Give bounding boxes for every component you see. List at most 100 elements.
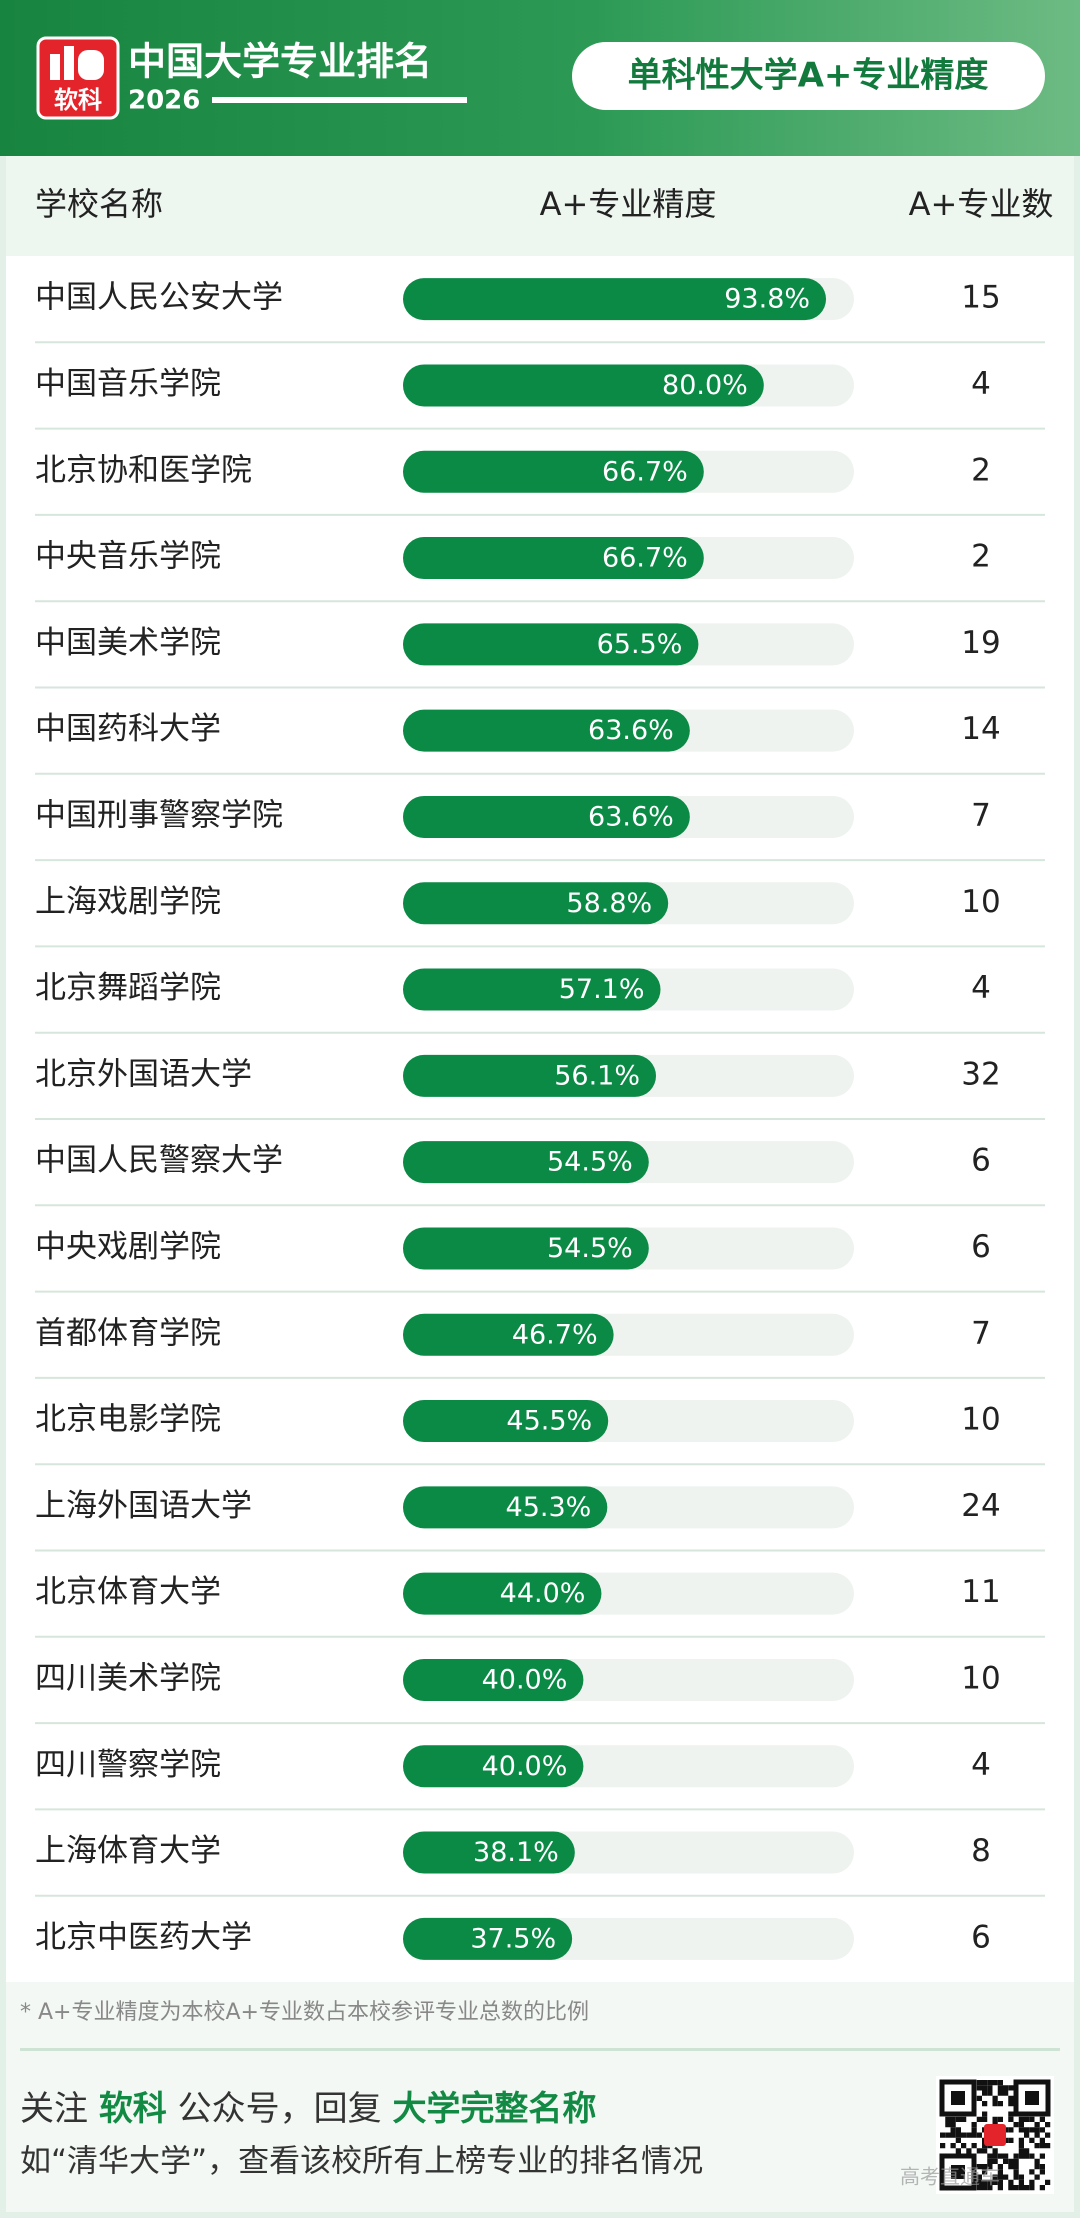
qr-cell (1008, 2085, 1014, 2091)
qr-cell (1008, 2179, 1014, 2185)
qr-cell (976, 2095, 982, 2101)
qr-cell (982, 2185, 988, 2191)
footer-text: 公众号，回复 (167, 2089, 393, 2129)
qr-cell (1029, 2153, 1035, 2159)
qr-cell (976, 2179, 982, 2185)
qr-cell (1008, 2158, 1014, 2164)
qr-cell (997, 2153, 1003, 2159)
count: 10 (961, 884, 1000, 920)
bar (403, 537, 704, 580)
count: 6 (971, 1229, 991, 1265)
qr-cell (961, 2132, 967, 2138)
badge (572, 42, 1045, 110)
count: 10 (961, 1660, 1000, 1696)
divider (20, 2048, 1060, 2051)
qr-cell (945, 2132, 951, 2138)
qr-cell (971, 2143, 977, 2149)
column-header-bg (6, 156, 1074, 256)
qr-cell (1045, 2179, 1051, 2185)
bar (403, 450, 704, 493)
qr-cell (1039, 2185, 1045, 2191)
qr-cell (997, 2085, 1003, 2091)
qr-cell (1034, 2174, 1040, 2180)
school-name: 中国刑事警察学院 (35, 797, 283, 833)
count: 8 (971, 1833, 991, 1869)
bar (403, 1745, 584, 1788)
qr-cell (997, 2116, 1003, 2122)
qr-cell (1024, 2132, 1030, 2138)
qr-cell (1045, 2143, 1051, 2149)
school-name: 中央戏剧学院 (35, 1229, 221, 1265)
qr-cell (1018, 2127, 1024, 2133)
qr-cell (1024, 2116, 1030, 2122)
qr-cell (1018, 2179, 1024, 2185)
school-name: 首都体育学院 (35, 1315, 221, 1351)
bar-label: 44.0% (500, 1578, 586, 1609)
count: 32 (961, 1056, 1000, 1092)
count: 4 (971, 366, 991, 402)
qr-cell (1008, 2111, 1014, 2117)
qr-cell (950, 2116, 956, 2122)
qr-cell (1034, 2122, 1040, 2128)
qr-cell (987, 2085, 993, 2091)
bar (403, 882, 669, 925)
bar (403, 709, 690, 752)
footnote: * A+专业精度为本校A+专业数占本校参评专业总数的比例 (20, 2000, 589, 2025)
qr-cell (950, 2143, 956, 2149)
school-name: 中国人民警察大学 (35, 1143, 283, 1179)
qr-cell (1008, 2116, 1014, 2122)
logo-text: 软科 (54, 86, 102, 114)
school-name: 四川美术学院 (35, 1660, 221, 1696)
qr-cell (992, 2158, 998, 2164)
qr-cell (1039, 2137, 1045, 2143)
bar (403, 968, 661, 1011)
qr-cell (945, 2122, 951, 2128)
qr-cell (1039, 2116, 1045, 2122)
qr-cell (1018, 2174, 1024, 2180)
qr-cell (997, 2185, 1003, 2191)
title-underline (212, 97, 467, 103)
qr-cell (1003, 2090, 1009, 2096)
school-name: 中国音乐学院 (35, 366, 221, 402)
bar-label: 46.7% (512, 1319, 598, 1350)
qr-cell (992, 2148, 998, 2154)
qr-cell (982, 2148, 988, 2154)
qr-cell (1024, 2153, 1030, 2159)
qr-cell (976, 2116, 982, 2122)
qr-cell (1018, 2185, 1024, 2191)
qr-cell (982, 2164, 988, 2170)
school-name: 北京舞蹈学院 (35, 970, 221, 1006)
qr-cell (982, 2116, 988, 2122)
qr-cell (971, 2127, 977, 2133)
qr-cell (1039, 2127, 1045, 2133)
bar-label: 65.5% (597, 629, 683, 660)
school-name: 上海体育大学 (35, 1833, 221, 1869)
qr-cell (1013, 2174, 1019, 2180)
qr-cell (1029, 2185, 1035, 2191)
qr-finder (1013, 2079, 1051, 2117)
bar-label: 58.8% (566, 888, 652, 919)
qr-cell (1018, 2153, 1024, 2159)
bar (403, 795, 690, 838)
count: 15 (961, 280, 1000, 316)
count: 24 (961, 1488, 1000, 1524)
column-header: A+专业精度 (540, 185, 717, 223)
qr-cell (1034, 2158, 1040, 2164)
qr-cell (1003, 2085, 1009, 2091)
qr-cell (940, 2143, 946, 2149)
qr-cell (1018, 2148, 1024, 2154)
qr-cell (987, 2164, 993, 2170)
year: 2026 (128, 86, 200, 116)
qr-cell (976, 2185, 982, 2191)
qr-cell (955, 2132, 961, 2138)
qr-cell (940, 2132, 946, 2138)
school-name: 中央音乐学院 (35, 539, 221, 575)
badge-text: 单科性大学A+专业精度 (628, 56, 989, 96)
qr-cell (992, 2174, 998, 2180)
qr-cell (992, 2101, 998, 2107)
qr-cell (982, 2080, 988, 2086)
column-header: 学校名称 (35, 185, 163, 223)
qr-cell (1008, 2101, 1014, 2107)
qr-cell (987, 2090, 993, 2096)
